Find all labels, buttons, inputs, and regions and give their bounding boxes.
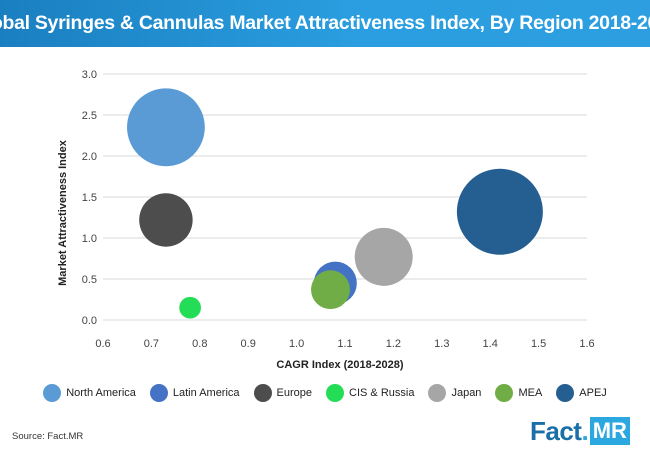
bubbles bbox=[127, 88, 543, 319]
legend-swatch bbox=[428, 384, 447, 402]
fact-mr-logo: Fact. MR bbox=[530, 416, 642, 446]
x-tick-label: 1.4 bbox=[483, 338, 498, 350]
legend-item-north-america: North America bbox=[43, 384, 136, 402]
x-tick-label: 1.5 bbox=[531, 338, 546, 350]
source-note: Source: Fact.MR bbox=[12, 431, 84, 442]
y-tick-label: 1.5 bbox=[82, 192, 97, 204]
legend-item-latin-america: Latin America bbox=[149, 384, 240, 402]
x-tick-label: 0.9 bbox=[241, 338, 256, 350]
x-tick-label: 1.6 bbox=[579, 338, 594, 350]
y-tick-label: 3.0 bbox=[82, 69, 97, 81]
y-axis-title: Market Attractiveness Index bbox=[57, 139, 69, 286]
bubble-japan bbox=[354, 227, 413, 286]
legend: North America Latin America Europe CIS & Ru… bbox=[0, 381, 650, 405]
bubble-europe bbox=[139, 193, 193, 247]
legend-label: APEJ bbox=[579, 387, 607, 399]
legend-label: CIS & Russia bbox=[349, 387, 415, 399]
y-tick-label: 1.0 bbox=[82, 233, 97, 245]
bubble-chart: 0.0 0.5 1.0 1.5 2.0 2.5 3.0 0.6 0.7 0.8 0.9 1.0 1.1… bbox=[57, 69, 595, 371]
legend-item-apej: APEJ bbox=[556, 384, 607, 402]
legend-label: Europe bbox=[276, 387, 313, 399]
y-tick-label: 0.0 bbox=[82, 315, 97, 327]
x-tick-label: 1.2 bbox=[386, 338, 401, 350]
y-tick-label: 2.5 bbox=[82, 110, 97, 122]
logo-fact-text: Fact bbox=[530, 415, 582, 446]
legend-swatch bbox=[43, 384, 62, 402]
x-tick-label: 1.1 bbox=[337, 338, 352, 350]
legend-label: Japan bbox=[451, 387, 482, 399]
x-axis-title: CAGR Index (2018-2028) bbox=[276, 359, 403, 371]
y-tick-label: 0.5 bbox=[82, 274, 97, 286]
x-tick-label: 0.7 bbox=[144, 338, 159, 350]
legend-swatch bbox=[149, 384, 168, 402]
legend-item-mea: MEA bbox=[495, 384, 542, 402]
title-bar: Global Syringes & Cannulas Market Attrac… bbox=[0, 0, 650, 47]
bubble-mea bbox=[311, 270, 350, 310]
bubble-apej bbox=[456, 168, 543, 255]
legend-label: MEA bbox=[518, 387, 543, 399]
logo-dot: . bbox=[581, 415, 589, 446]
chart-title: Global Syringes & Cannulas Market Attrac… bbox=[0, 12, 650, 34]
x-tick-labels: 0.6 0.7 0.8 0.9 1.0 1.1 1.2 1.3 1.4 1.5 1.6 bbox=[95, 338, 594, 350]
legend-label: Latin America bbox=[172, 387, 240, 399]
legend-item-europe: Europe bbox=[253, 384, 313, 402]
x-tick-label: 1.0 bbox=[289, 338, 304, 350]
legend-swatch bbox=[253, 384, 272, 402]
x-tick-label: 0.8 bbox=[192, 338, 207, 350]
x-tick-label: 0.6 bbox=[95, 338, 110, 350]
y-tick-labels: 0.0 0.5 1.0 1.5 2.0 2.5 3.0 bbox=[82, 69, 97, 327]
bubble-cis-russia bbox=[179, 296, 201, 319]
bubble-north-america bbox=[127, 88, 205, 167]
x-tick-label: 1.3 bbox=[434, 338, 449, 350]
legend-swatch bbox=[326, 384, 345, 402]
legend-label: North America bbox=[66, 387, 136, 399]
y-tick-label: 2.0 bbox=[82, 151, 97, 163]
legend-swatch bbox=[495, 384, 514, 402]
legend-item-japan: Japan bbox=[428, 384, 481, 402]
legend-item-cis-russia: CIS & Russia bbox=[326, 384, 414, 402]
legend-swatch bbox=[556, 384, 575, 402]
logo-mr-text: MR bbox=[589, 417, 630, 445]
